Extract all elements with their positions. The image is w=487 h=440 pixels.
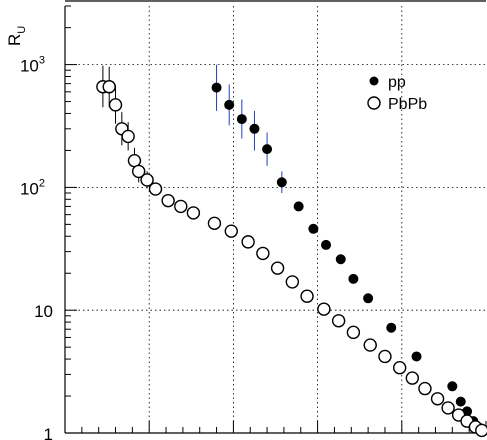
- series-pp: [211, 64, 485, 433]
- data-point: [321, 239, 332, 250]
- data-point: [186, 206, 201, 220]
- data-point: [174, 199, 188, 214]
- data-point: [363, 293, 374, 304]
- legend-marker-pp: [369, 76, 379, 86]
- legend-label-pp: pp: [388, 74, 406, 91]
- data-point: [148, 182, 163, 196]
- y-tick-label: 1: [44, 425, 53, 440]
- data-point: [317, 302, 331, 316]
- data-point: [335, 254, 346, 265]
- data-point: [262, 144, 273, 155]
- data-point: [236, 114, 247, 125]
- data-point: [224, 224, 238, 238]
- y-tick-label: 10: [34, 302, 53, 321]
- y-tick-labels: 1 10 102 103: [20, 55, 53, 440]
- grid-layer: [65, 6, 486, 433]
- data-point: [441, 401, 455, 415]
- data-point: [276, 177, 287, 188]
- y-axis-title: RU: [5, 26, 28, 46]
- legend-marker-pbpb: [367, 96, 381, 110]
- data-point: [386, 322, 397, 333]
- data-point: [241, 235, 255, 249]
- data-point: [363, 338, 377, 352]
- data-point: [308, 223, 319, 234]
- plot-frame: [64, 0, 486, 434]
- data-point: [121, 129, 135, 144]
- data-point: [418, 381, 432, 396]
- data-point: [140, 173, 154, 187]
- data-point: [224, 99, 235, 110]
- data-point: [392, 361, 407, 375]
- data-point: [108, 98, 123, 112]
- data-point: [285, 275, 300, 289]
- data-point: [475, 423, 487, 438]
- data-point: [131, 164, 146, 179]
- data-point: [378, 349, 392, 364]
- legend: pp PbPb: [367, 74, 427, 113]
- data-point: [348, 273, 359, 284]
- data-point: [211, 82, 222, 93]
- data-point: [300, 289, 314, 303]
- data-point: [293, 201, 304, 212]
- legend-label-pbpb: PbPb: [388, 96, 427, 113]
- data-point: [270, 261, 285, 275]
- data-point: [207, 216, 222, 231]
- data-point: [161, 193, 175, 208]
- data-point: [249, 123, 260, 134]
- data-point: [331, 314, 346, 328]
- y-tick-label: 103: [20, 55, 45, 76]
- data-point: [102, 80, 116, 94]
- data-point: [256, 246, 270, 261]
- series-layer: [96, 64, 487, 438]
- data-point: [447, 381, 458, 392]
- series-pbpb: [96, 65, 487, 438]
- y-tick-label: 102: [20, 177, 45, 198]
- data-point: [405, 371, 420, 385]
- data-point: [346, 325, 361, 340]
- data-point: [411, 351, 422, 362]
- data-point: [430, 392, 445, 406]
- data-point: [455, 396, 466, 407]
- ticks-layer: [64, 5, 487, 434]
